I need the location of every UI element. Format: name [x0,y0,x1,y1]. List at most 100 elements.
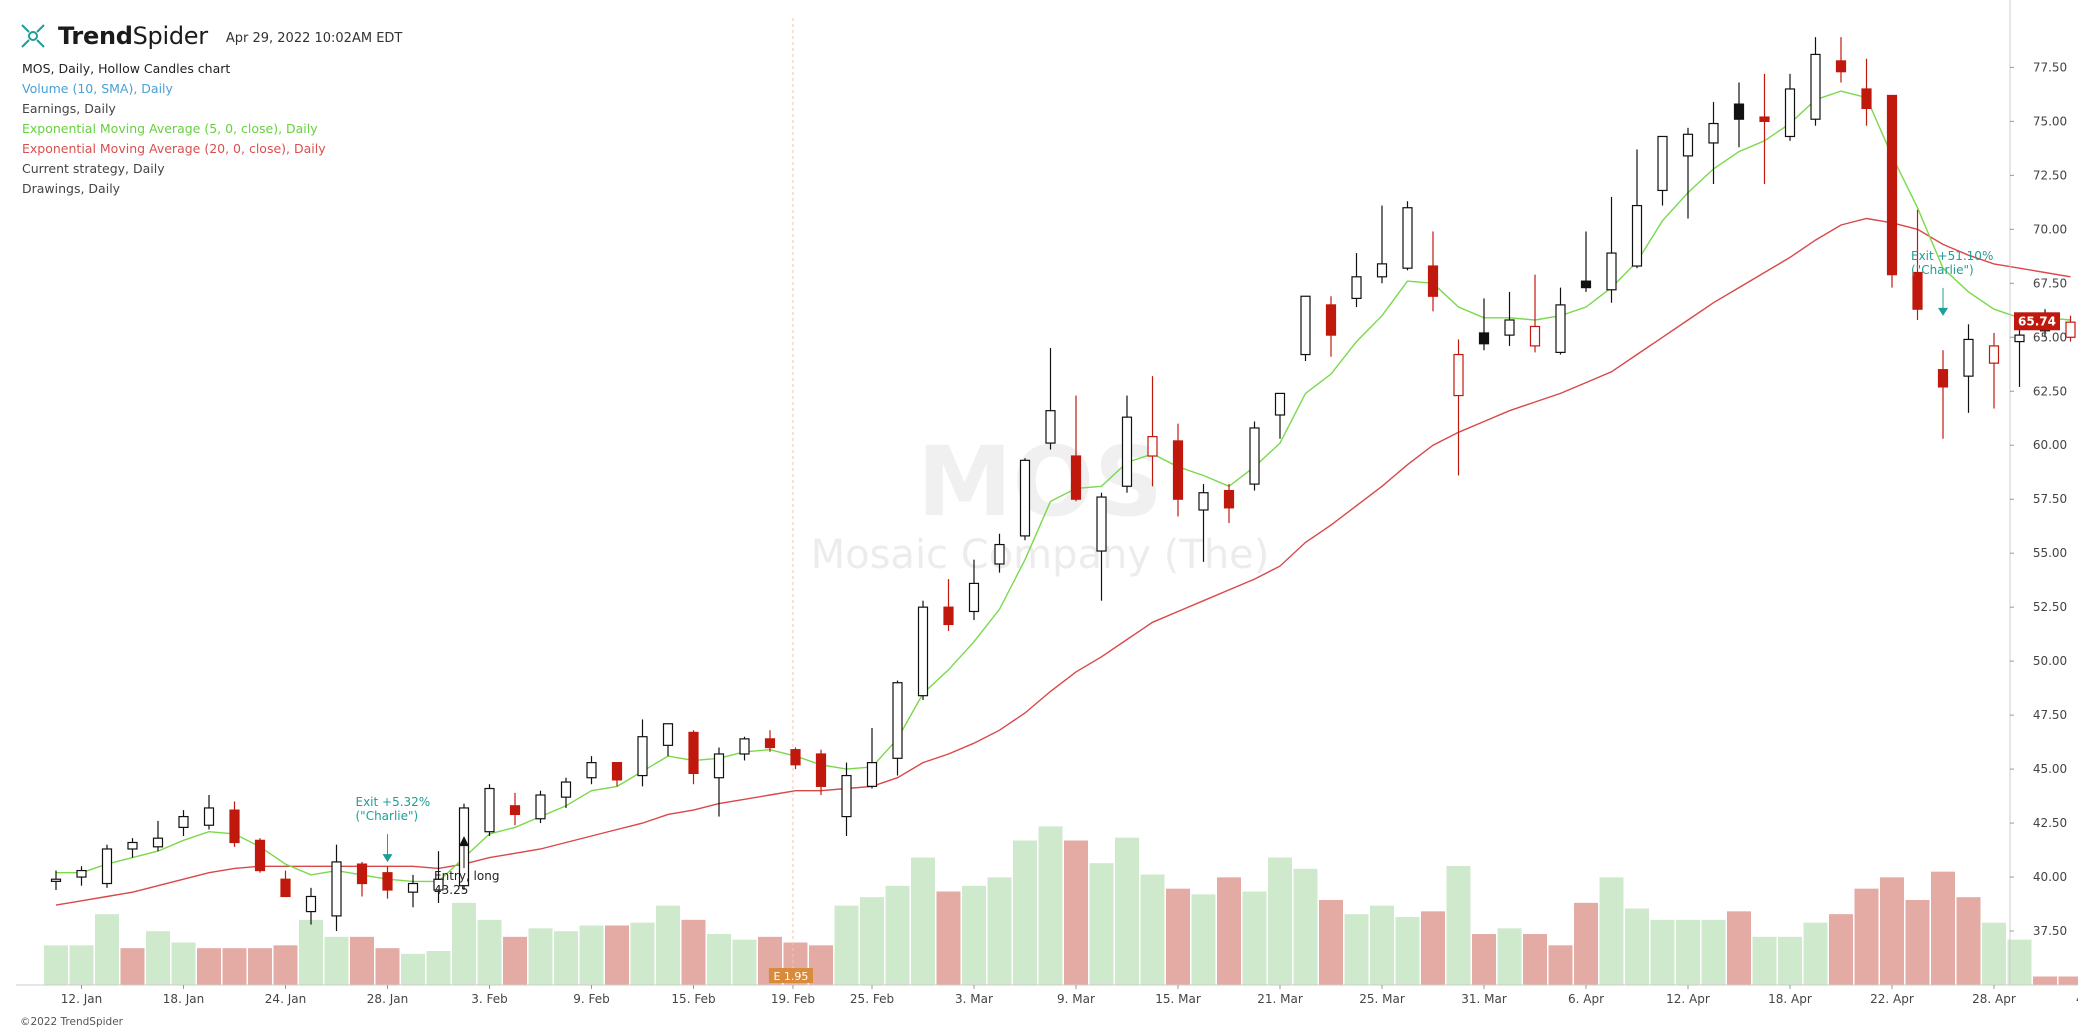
candle [739,736,750,761]
exit-marker-label: ("Charlie") [356,809,419,823]
candle [178,810,189,837]
volume-bar [1064,840,1088,985]
candle [1070,395,1082,502]
candle [1631,149,1643,269]
candle-body [484,787,495,833]
candle-body [994,543,1005,565]
volume-bar [1523,934,1547,985]
candle-body [1810,53,1821,120]
candle [254,838,266,873]
candle [560,777,572,808]
price-tick-label: 75.00 [2033,114,2067,128]
volume-bar [2007,939,2032,985]
candle [1478,298,1490,351]
candle [1886,94,1898,288]
legend-item[interactable]: Drawings, Daily [22,181,121,196]
entry-marker-label: Entry, long [434,869,499,883]
volume-bar [2033,976,2057,985]
price-tick-label: 42.50 [2033,816,2067,830]
earnings-lines: E 1.95E [768,18,813,985]
volume-bar [146,931,170,985]
candle-body [611,762,623,781]
volume-bar [860,897,884,985]
entry-marker-arrow [459,836,469,847]
volume-bar [1727,911,1751,985]
date-axis[interactable]: 12. Jan 18. Jan 24. Jan 28. Jan 3. Feb 9. Feb… [16,984,2078,1006]
candle-body [1070,455,1082,500]
legend-item[interactable]: Volume (10, SMA), Daily [22,81,173,96]
candle-body [1300,295,1311,356]
candle [841,762,852,837]
candle [1223,484,1235,523]
candle [688,730,699,785]
earnings-label: E 1.95 [773,970,808,983]
legend-item[interactable]: Current strategy, Daily [22,161,165,176]
price-tick-label: 55.00 [2033,546,2067,560]
candle-body [892,682,903,759]
volume-bar [1293,868,1318,985]
volume-bar [528,928,553,985]
candle [484,784,495,837]
date-tick-label: 19. Feb [771,992,815,1006]
date-tick-label: 15. Mar [1155,992,1201,1006]
volume-bar [579,925,604,985]
date-tick-label: 24. Jan [265,992,306,1006]
exit-marker-arrow [1938,307,1948,316]
volume-bar [1752,936,1777,985]
candle-body [1402,207,1413,269]
price-tick-label: 77.50 [2033,60,2067,74]
candle [764,730,776,752]
date-tick-label: 28. Apr [1972,992,2016,1006]
candle [1682,127,1694,219]
legend-item[interactable]: Earnings, Daily [22,101,116,116]
candle-body [560,781,572,798]
candle-body [1147,435,1158,457]
candle [76,866,87,886]
volume-bar [1191,894,1216,985]
candle-body [1121,416,1133,487]
date-tick-label: 18. Apr [1768,992,1812,1006]
candle-body [1045,410,1056,444]
candle-body [1249,427,1260,485]
candle [1453,339,1464,476]
last-price-label: 65.74 [2018,314,2056,328]
legend-item[interactable]: Exponential Moving Average (20, 0, close… [22,141,326,156]
candle-body [433,878,444,891]
candle-body [713,753,725,779]
date-tick-label: 6. Apr [1568,992,1604,1006]
volume-bar [1446,866,1471,985]
volume-bar [1548,945,1573,985]
candle-body [688,731,699,775]
candle [407,874,419,908]
candle [1555,287,1566,355]
candle-body [127,841,138,850]
candle-body [586,762,597,779]
candle [917,600,929,700]
watermark-company: Mosaic Company (The) [811,532,1270,578]
candle-body [1478,332,1490,345]
candle-body [1096,496,1107,552]
earnings-badge [768,968,813,983]
candle-body [1453,353,1464,397]
candle-body [1657,135,1668,192]
candle-body [1325,304,1337,336]
volume-bar [273,945,298,985]
volume-bar [681,919,706,985]
exit-marker-label: ("Charlie") [1911,263,1974,277]
volume-bar [324,936,349,985]
volume-bar [1880,877,1904,985]
volume-bar [1956,897,1981,985]
candle [509,792,521,826]
candle [382,866,393,899]
candle [1274,392,1286,439]
volume-bar [171,942,196,985]
price-tick-label: 37.50 [2033,924,2067,938]
volume-bar [1803,922,1828,985]
candle [1198,484,1209,562]
chart-legend: MOS, Daily, Hollow Candles chart Volume … [22,59,326,199]
candle [1249,421,1260,491]
price-axis[interactable]: 37.50 40.00 42.50 45.00 47.50 50.00 52.50 55.00… [2009,0,2067,985]
legend-item[interactable]: Exponential Moving Average (5, 0, close)… [22,121,318,136]
price-tick-label: 40.00 [2033,870,2067,884]
